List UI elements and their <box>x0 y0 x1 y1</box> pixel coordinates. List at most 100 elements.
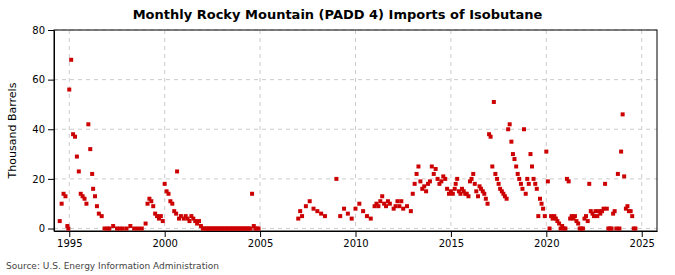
point <box>517 177 521 181</box>
point <box>520 187 524 191</box>
point <box>541 207 545 211</box>
point <box>617 227 621 231</box>
point <box>378 199 382 203</box>
x-axis-tick: 2010 <box>343 231 368 249</box>
point <box>430 164 434 168</box>
point <box>90 172 94 176</box>
grid-line-y <box>54 79 657 80</box>
point <box>361 209 365 213</box>
point <box>415 172 419 176</box>
point <box>140 227 144 231</box>
point <box>83 197 87 201</box>
point <box>250 192 254 196</box>
point <box>77 169 81 173</box>
point <box>508 122 512 126</box>
point <box>334 177 338 181</box>
point <box>397 204 401 208</box>
y-axis-tick-label: 40 <box>32 124 45 135</box>
grid-line-x <box>546 30 547 231</box>
point <box>536 214 540 218</box>
point <box>63 194 67 198</box>
plot-frame <box>54 30 657 231</box>
point <box>535 187 539 191</box>
point <box>86 122 90 126</box>
point <box>587 182 591 186</box>
x-axis-tick: 2025 <box>630 231 655 249</box>
point <box>454 182 458 186</box>
point <box>616 172 620 176</box>
point <box>455 177 459 181</box>
y-axis-line <box>54 31 55 232</box>
point <box>128 224 132 228</box>
y-axis-tick: 40 <box>32 124 54 135</box>
point <box>388 202 392 206</box>
grid-line-x <box>164 30 165 231</box>
point <box>524 192 528 196</box>
point <box>538 197 542 201</box>
x-axis-tick: 2005 <box>248 231 273 249</box>
point <box>505 197 509 201</box>
point <box>528 152 532 156</box>
point <box>629 209 633 213</box>
point <box>613 209 617 213</box>
point <box>621 112 625 116</box>
point <box>625 204 629 208</box>
point <box>88 147 92 151</box>
point <box>473 182 477 186</box>
point <box>132 227 136 231</box>
point <box>610 227 614 231</box>
y-axis-tick-mark <box>48 129 54 130</box>
point <box>60 202 64 206</box>
point <box>573 214 577 218</box>
point <box>84 202 88 206</box>
point <box>125 227 129 231</box>
point <box>384 204 388 208</box>
point <box>67 88 71 92</box>
point <box>622 174 626 178</box>
point <box>146 202 150 206</box>
grid-line-y <box>54 129 657 130</box>
point <box>187 219 191 223</box>
point <box>453 187 457 191</box>
point <box>111 224 115 228</box>
point <box>159 214 163 218</box>
x-axis-tick: 2000 <box>152 231 177 249</box>
y-axis-tick: 20 <box>32 174 54 185</box>
point <box>486 202 490 206</box>
point <box>530 164 534 168</box>
point <box>543 214 547 218</box>
plot-area: 1995200020052010201520202025020406080 <box>32 25 657 249</box>
point <box>527 182 531 186</box>
point <box>296 217 300 221</box>
y-axis-tick-label: 0 <box>39 223 45 234</box>
point <box>422 184 426 188</box>
point <box>533 182 537 186</box>
x-axis-tick-label: 2020 <box>534 238 559 249</box>
point <box>304 204 308 208</box>
point <box>107 227 111 231</box>
point <box>540 202 544 206</box>
y-axis-tick: 0 <box>39 223 54 234</box>
y-axis-tick-mark <box>48 30 54 31</box>
point <box>308 199 312 203</box>
point <box>512 157 516 161</box>
x-axis-tick-mark <box>356 231 357 237</box>
points <box>58 58 638 231</box>
grid-line-x <box>260 30 261 231</box>
point <box>380 194 384 198</box>
point <box>466 194 470 198</box>
point <box>492 100 496 104</box>
point <box>401 207 405 211</box>
point <box>490 164 494 168</box>
point <box>525 177 529 181</box>
point <box>484 197 488 201</box>
point <box>619 150 623 154</box>
x-axis-tick: 1995 <box>57 231 82 249</box>
point <box>544 150 548 154</box>
point <box>354 207 358 211</box>
y-axis-tick: 80 <box>32 25 54 36</box>
point <box>346 212 350 216</box>
point <box>497 182 501 186</box>
point <box>121 227 125 231</box>
x-axis-tick-label: 2005 <box>248 238 273 249</box>
